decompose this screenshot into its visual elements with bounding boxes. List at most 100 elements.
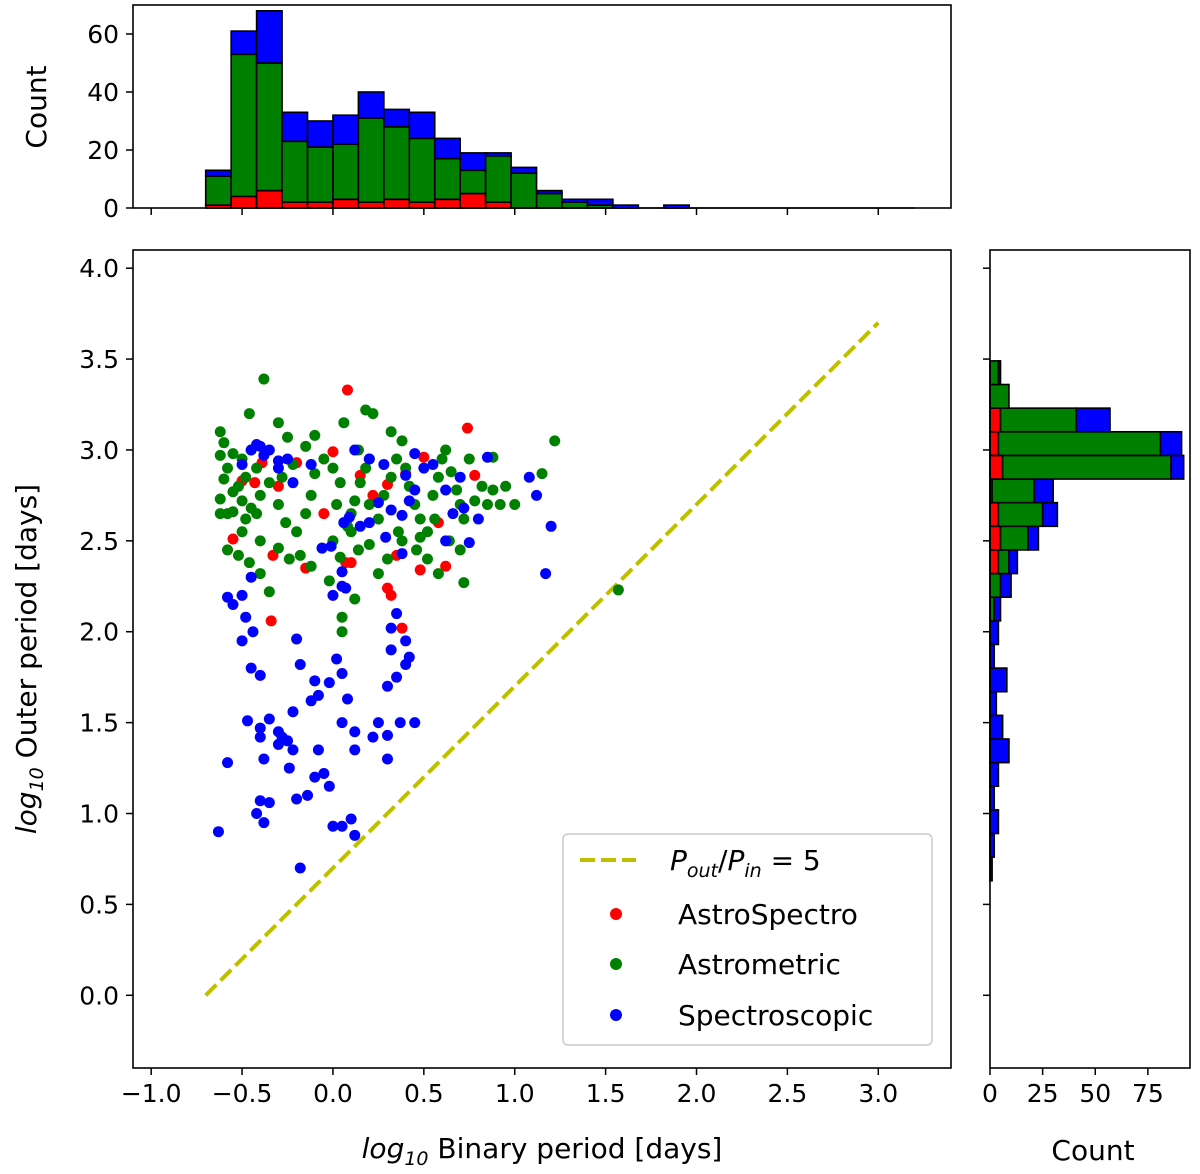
point-spectroscopic <box>236 458 248 470</box>
right-bar-spectroscopic <box>989 620 1000 646</box>
point-astrometric <box>509 498 521 510</box>
point-spectroscopic <box>545 520 557 532</box>
point-spectroscopic <box>363 453 375 465</box>
top-bar-astrometric <box>535 192 563 209</box>
top-bar-spectroscopic <box>459 152 487 172</box>
top-bar-astrometric <box>484 155 512 204</box>
point-astrometric <box>336 626 348 638</box>
point-astrometric <box>363 538 375 550</box>
point-astrospectro <box>318 508 330 520</box>
point-spectroscopic <box>409 448 421 460</box>
top-bar-spectroscopic <box>586 198 614 206</box>
x-tick-label: 1.0 <box>495 1079 535 1108</box>
point-spectroscopic <box>318 768 330 780</box>
right-bar-astrometric <box>997 501 1044 528</box>
top-bar-spectroscopic <box>281 111 309 143</box>
point-spectroscopic <box>380 531 392 543</box>
point-astrometric <box>354 477 366 489</box>
top-bar-spectroscopic <box>255 10 283 64</box>
x-tick-label: −1.0 <box>121 1079 182 1108</box>
point-astrometric <box>536 468 548 480</box>
point-astrometric <box>432 471 444 483</box>
point-astrometric <box>276 471 288 483</box>
point-spectroscopic <box>341 693 353 705</box>
point-spectroscopic <box>418 462 430 474</box>
point-spectroscopic <box>294 862 306 874</box>
top-bar-astrospectro <box>433 198 461 209</box>
point-astrometric <box>469 495 481 507</box>
point-spectroscopic <box>391 608 403 620</box>
point-astrometric <box>411 544 423 556</box>
point-spectroscopic <box>336 580 348 592</box>
y-tick-label: 4.0 <box>79 254 119 283</box>
point-astrometric <box>236 495 248 507</box>
point-astrometric <box>331 498 343 510</box>
top-histogram-ylabel: Count <box>20 65 53 148</box>
point-astrometric <box>251 462 263 474</box>
point-spectroscopic <box>427 458 439 470</box>
point-astrometric <box>352 544 364 556</box>
top-bar-astrometric <box>332 143 360 201</box>
point-astrometric <box>218 473 230 485</box>
y-tick-label: 2.0 <box>79 618 119 647</box>
point-astrometric <box>494 498 506 510</box>
point-astrospectro <box>440 560 452 572</box>
point-spectroscopic <box>312 689 324 701</box>
top-bar-astrometric <box>204 175 232 206</box>
point-astrometric <box>214 508 226 520</box>
point-spectroscopic <box>349 444 361 456</box>
top-bar-astrometric <box>510 172 538 209</box>
legend-marker-astrometric <box>610 958 622 970</box>
right-bar-spectroscopic <box>1170 454 1185 480</box>
top-bar-astrospectro <box>459 192 487 209</box>
point-spectroscopic <box>440 484 452 496</box>
point-spectroscopic <box>309 675 321 687</box>
y-tick-label: 0.5 <box>79 890 119 919</box>
point-spectroscopic <box>349 744 361 756</box>
right-x-tick-label: 50 <box>1079 1079 1111 1108</box>
point-spectroscopic <box>283 762 295 774</box>
top-y-tick-label: 0 <box>103 194 119 223</box>
point-spectroscopic <box>385 622 397 634</box>
top-bar-astrospectro <box>484 201 512 209</box>
point-astrometric <box>454 544 466 556</box>
point-spectroscopic <box>400 469 412 481</box>
point-spectroscopic <box>403 495 415 507</box>
point-astrometric <box>436 453 448 465</box>
right-bar-astrospectro <box>989 407 1002 433</box>
point-astrometric <box>445 466 457 478</box>
point-astrometric <box>414 513 426 525</box>
right-bar-astrospectro <box>989 430 1000 457</box>
point-astrospectro <box>461 422 473 434</box>
right-bar-spectroscopic <box>1041 501 1059 528</box>
point-astrometric <box>318 453 330 465</box>
right-bar-spectroscopic <box>1075 407 1111 433</box>
legend-line-label: Pout/Pin = 5 <box>670 844 821 882</box>
point-astrometric <box>367 408 379 420</box>
point-astrometric <box>372 568 384 580</box>
legend-label-spectroscopic: Spectroscopic <box>678 999 873 1032</box>
point-spectroscopic <box>325 540 337 552</box>
point-astrometric <box>396 435 408 447</box>
top-bar-astrospectro <box>383 198 411 209</box>
point-spectroscopic <box>338 517 350 529</box>
x-tick-label: 2.5 <box>768 1079 808 1108</box>
point-spectroscopic <box>291 633 303 645</box>
point-spectroscopic <box>372 717 384 729</box>
point-spectroscopic <box>309 771 321 783</box>
point-astrometric <box>463 453 475 465</box>
top-bar-astrospectro <box>281 201 309 209</box>
x-tick-label: 1.5 <box>586 1079 626 1108</box>
top-histogram: 0 20 40 60 <box>87 10 915 223</box>
point-astrometric <box>458 513 470 525</box>
top-bar-astrometric <box>459 169 487 195</box>
point-spectroscopic <box>236 635 248 647</box>
point-astrometric <box>300 508 312 520</box>
right-bar-astrospectro <box>989 501 1000 528</box>
point-astrometric <box>336 611 348 623</box>
top-bar-astrospectro <box>255 189 283 209</box>
right-bar-astrometric <box>1001 454 1172 480</box>
top-bar-astrospectro <box>357 201 385 209</box>
right-bar-astrospectro <box>989 454 1004 480</box>
